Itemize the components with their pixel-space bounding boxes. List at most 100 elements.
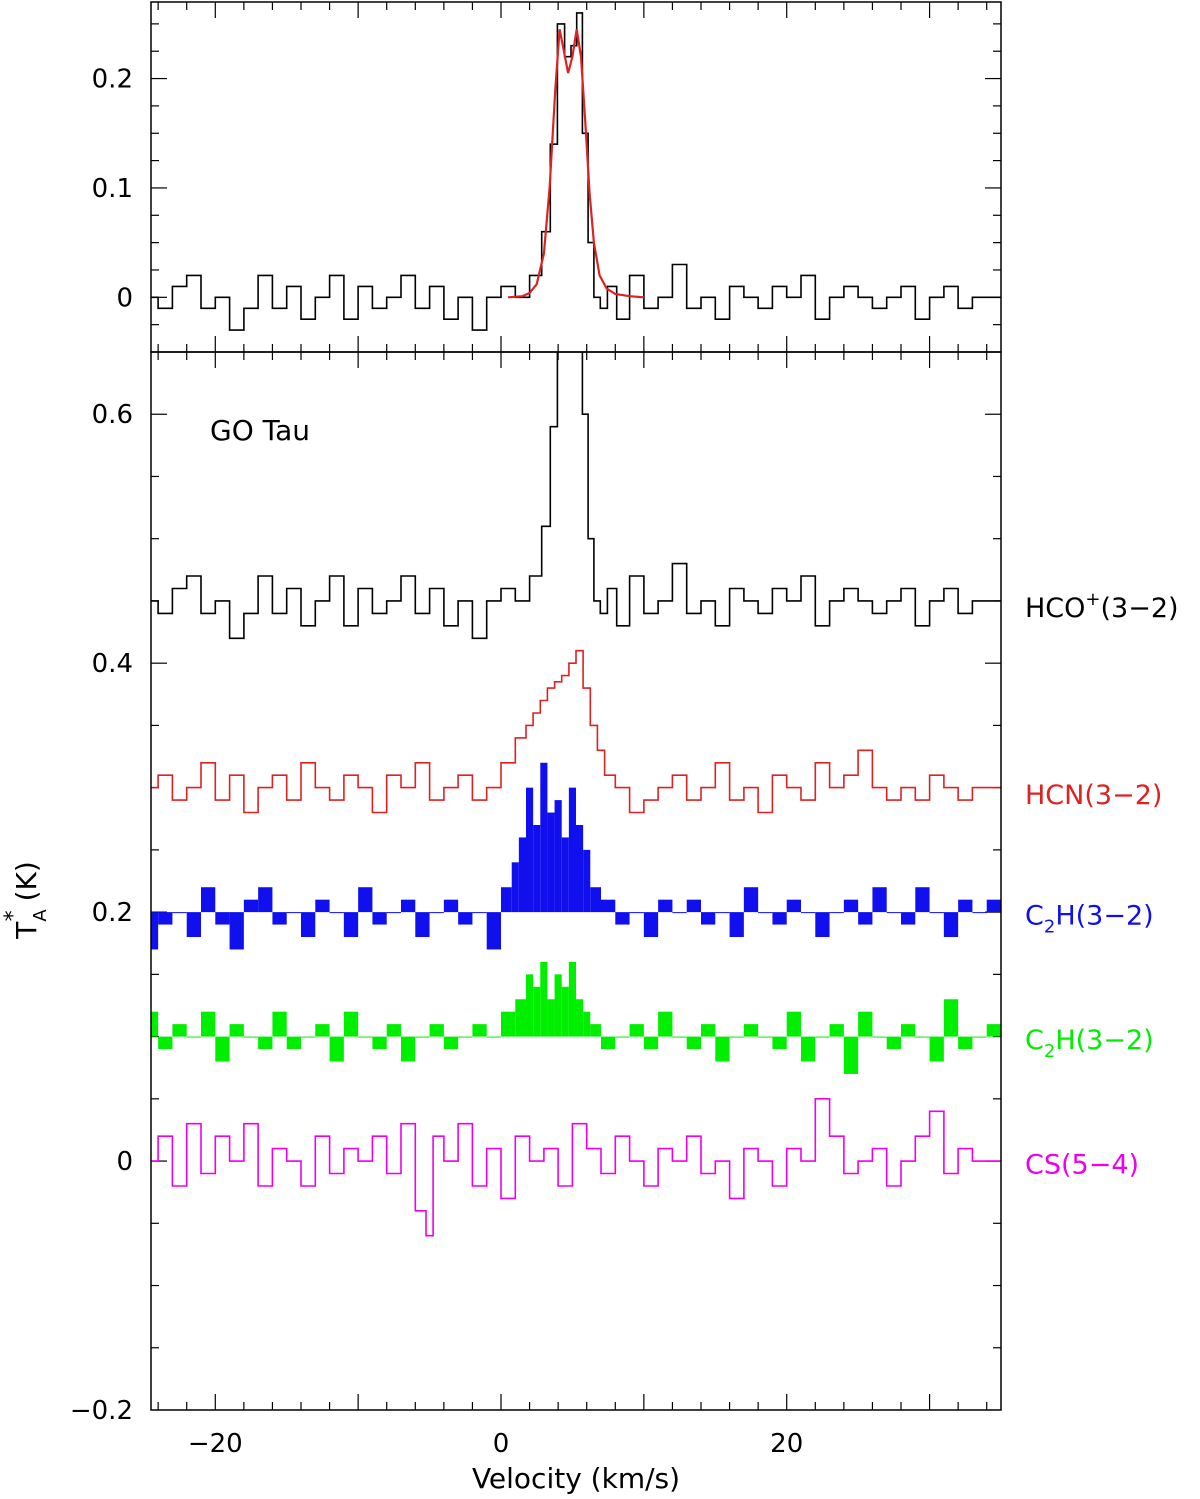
bottom-series-2-bar (829, 912, 844, 914)
bottom-series-2-bar (272, 912, 287, 925)
bottom-series-3-bar (686, 1036, 701, 1050)
bottom-series-3-bar (972, 1036, 987, 1038)
bottom-series-3-bar (229, 1024, 244, 1037)
bottom-series-3-bar (472, 1024, 487, 1037)
bottom-series-2-bar (858, 912, 873, 925)
bottom-series-2-bar (172, 912, 187, 914)
bottom-series-3-bar (643, 1036, 659, 1050)
bottom-series-2-bar (615, 912, 630, 925)
bottom-series-3-bar (401, 1036, 416, 1062)
bottom-series-2-bar (343, 912, 359, 938)
series-label-main: HCN(3−2) (1025, 780, 1162, 811)
bottom-series-3-bar (515, 999, 526, 1037)
bottom-series-2-bar (872, 887, 887, 913)
bottom-series-3-bar (801, 1036, 816, 1062)
bottom-panel-ticks (151, 352, 1001, 1410)
bottom-series-3-bar (547, 999, 555, 1037)
bottom-series-2-bar (315, 899, 330, 913)
top-panel-tick-labels: 0 0.1 0.2 (92, 65, 133, 314)
bottom-series-3 (151, 961, 1001, 1074)
bottom-series-2-bar (786, 899, 801, 913)
series-label-rest: H(3−2) (1055, 1025, 1153, 1056)
bottom-series-2-bar (415, 912, 430, 938)
bottom-series-2-bar (583, 849, 591, 913)
bottom-series-2-bar (629, 912, 644, 914)
bottom-series-2-bar (772, 912, 787, 925)
y-axis-label: TA * (K) (1, 861, 51, 940)
top-y-tick-label: 0.2 (92, 65, 133, 95)
bottom-series-2-bar (901, 912, 916, 925)
bottom-series-3-bar (829, 1024, 844, 1037)
series-labels: HCO+(3−2)HCN(3−2)C2H(3−2)C2H(3−2)CS(5−4) (1025, 589, 1179, 1180)
y-axis-label-sup: * (1, 910, 26, 921)
bottom-series-2-bar (443, 899, 459, 913)
bottom-series-2-bar (554, 800, 562, 913)
svg-text:TA* (K): TA * (K) (1, 861, 51, 940)
series-label-sup: + (1085, 589, 1100, 610)
bottom-series-2-bar (568, 787, 576, 913)
top-panel: 0 0.1 0.2 (92, 1, 1002, 353)
bottom-series-1 (151, 649, 1001, 814)
bottom-y-tick-label: −0.2 (70, 1396, 133, 1426)
bottom-y-tick-label: 0 (116, 1147, 133, 1177)
bottom-series-2-bar (301, 912, 316, 938)
bottom-series-2-bar (486, 912, 501, 950)
bottom-series-2-bar (429, 912, 444, 914)
bottom-series-3-bar (786, 1011, 801, 1037)
bottom-series-3-bar (258, 1036, 273, 1050)
bottom-series-3-bar (901, 1024, 916, 1037)
series-label-sub: 2 (1044, 917, 1055, 938)
bottom-panel: −0.200.20.40.6−20 0 20 HCO+(3−2)HCN(3−2)C2… (70, 351, 1179, 1459)
bottom-series-3-bar (429, 1024, 444, 1037)
bottom-series-2-bar (986, 899, 1001, 913)
bottom-series-1-line (151, 649, 1001, 814)
bottom-series-3-bar (554, 974, 562, 1037)
bottom-series-0 (151, 352, 1001, 640)
bottom-series-3-bar (486, 1036, 501, 1038)
bottom-x-tick-label: 20 (770, 1429, 803, 1459)
bottom-series-2-bar (658, 899, 673, 913)
bottom-series-3-bar (215, 1036, 230, 1062)
bottom-series-2-bar (518, 837, 526, 913)
bottom-series-2 (151, 762, 1001, 950)
bottom-series-3-bar (372, 1036, 387, 1050)
bottom-series-3-bar (658, 1011, 673, 1037)
bottom-series-3-bar (986, 1024, 1001, 1037)
bottom-series-3-bar (415, 1036, 430, 1038)
top-panel-ticks (151, 2, 1001, 352)
bottom-y-tick-label: 0.4 (92, 649, 133, 679)
bottom-series-2-bar (561, 837, 569, 913)
bottom-series-2-bar (801, 912, 816, 914)
bottom-series-2-bar (672, 912, 687, 914)
bottom-series-2-bar (151, 912, 159, 950)
bottom-series-2-bar (201, 887, 216, 913)
bottom-x-tick-label: 0 (493, 1429, 510, 1459)
x-axis-label: Velocity (km/s) (472, 1462, 680, 1495)
bottom-series-3-bar (526, 974, 534, 1037)
bottom-series-2-bar (701, 912, 716, 925)
bottom-series-2-bar (229, 912, 244, 950)
top-panel-frame (150, 1, 1002, 353)
bottom-series-3-bar (601, 1036, 616, 1050)
panel-title: GO Tau (210, 414, 310, 447)
bottom-series-2-bar (972, 912, 987, 914)
bottom-series-2-bar (943, 912, 959, 938)
bottom-series-3-bar (201, 1011, 216, 1037)
bottom-series-3-bar (343, 1011, 359, 1037)
bottom-series-2-bar (843, 899, 859, 913)
bottom-series-3-bar (158, 1036, 173, 1050)
bottom-series-3-bar (501, 1011, 516, 1037)
bottom-series-2-bar (815, 912, 830, 938)
series-label-sub: 2 (1044, 1041, 1055, 1062)
bottom-series-3-bar (929, 1036, 944, 1062)
bottom-series-3-bar (533, 986, 541, 1037)
bottom-series-2-bar (729, 912, 744, 938)
y-axis-label-sub: A (30, 909, 51, 922)
series-label-rest: H(3−2) (1055, 901, 1153, 932)
bottom-series-3-bar (301, 1036, 316, 1038)
bottom-series-3-bar (772, 1036, 787, 1050)
bottom-series-3-bar (540, 961, 548, 1037)
bottom-series-3-bar (615, 1036, 630, 1038)
series-label-main: CS(5−4) (1025, 1150, 1139, 1181)
